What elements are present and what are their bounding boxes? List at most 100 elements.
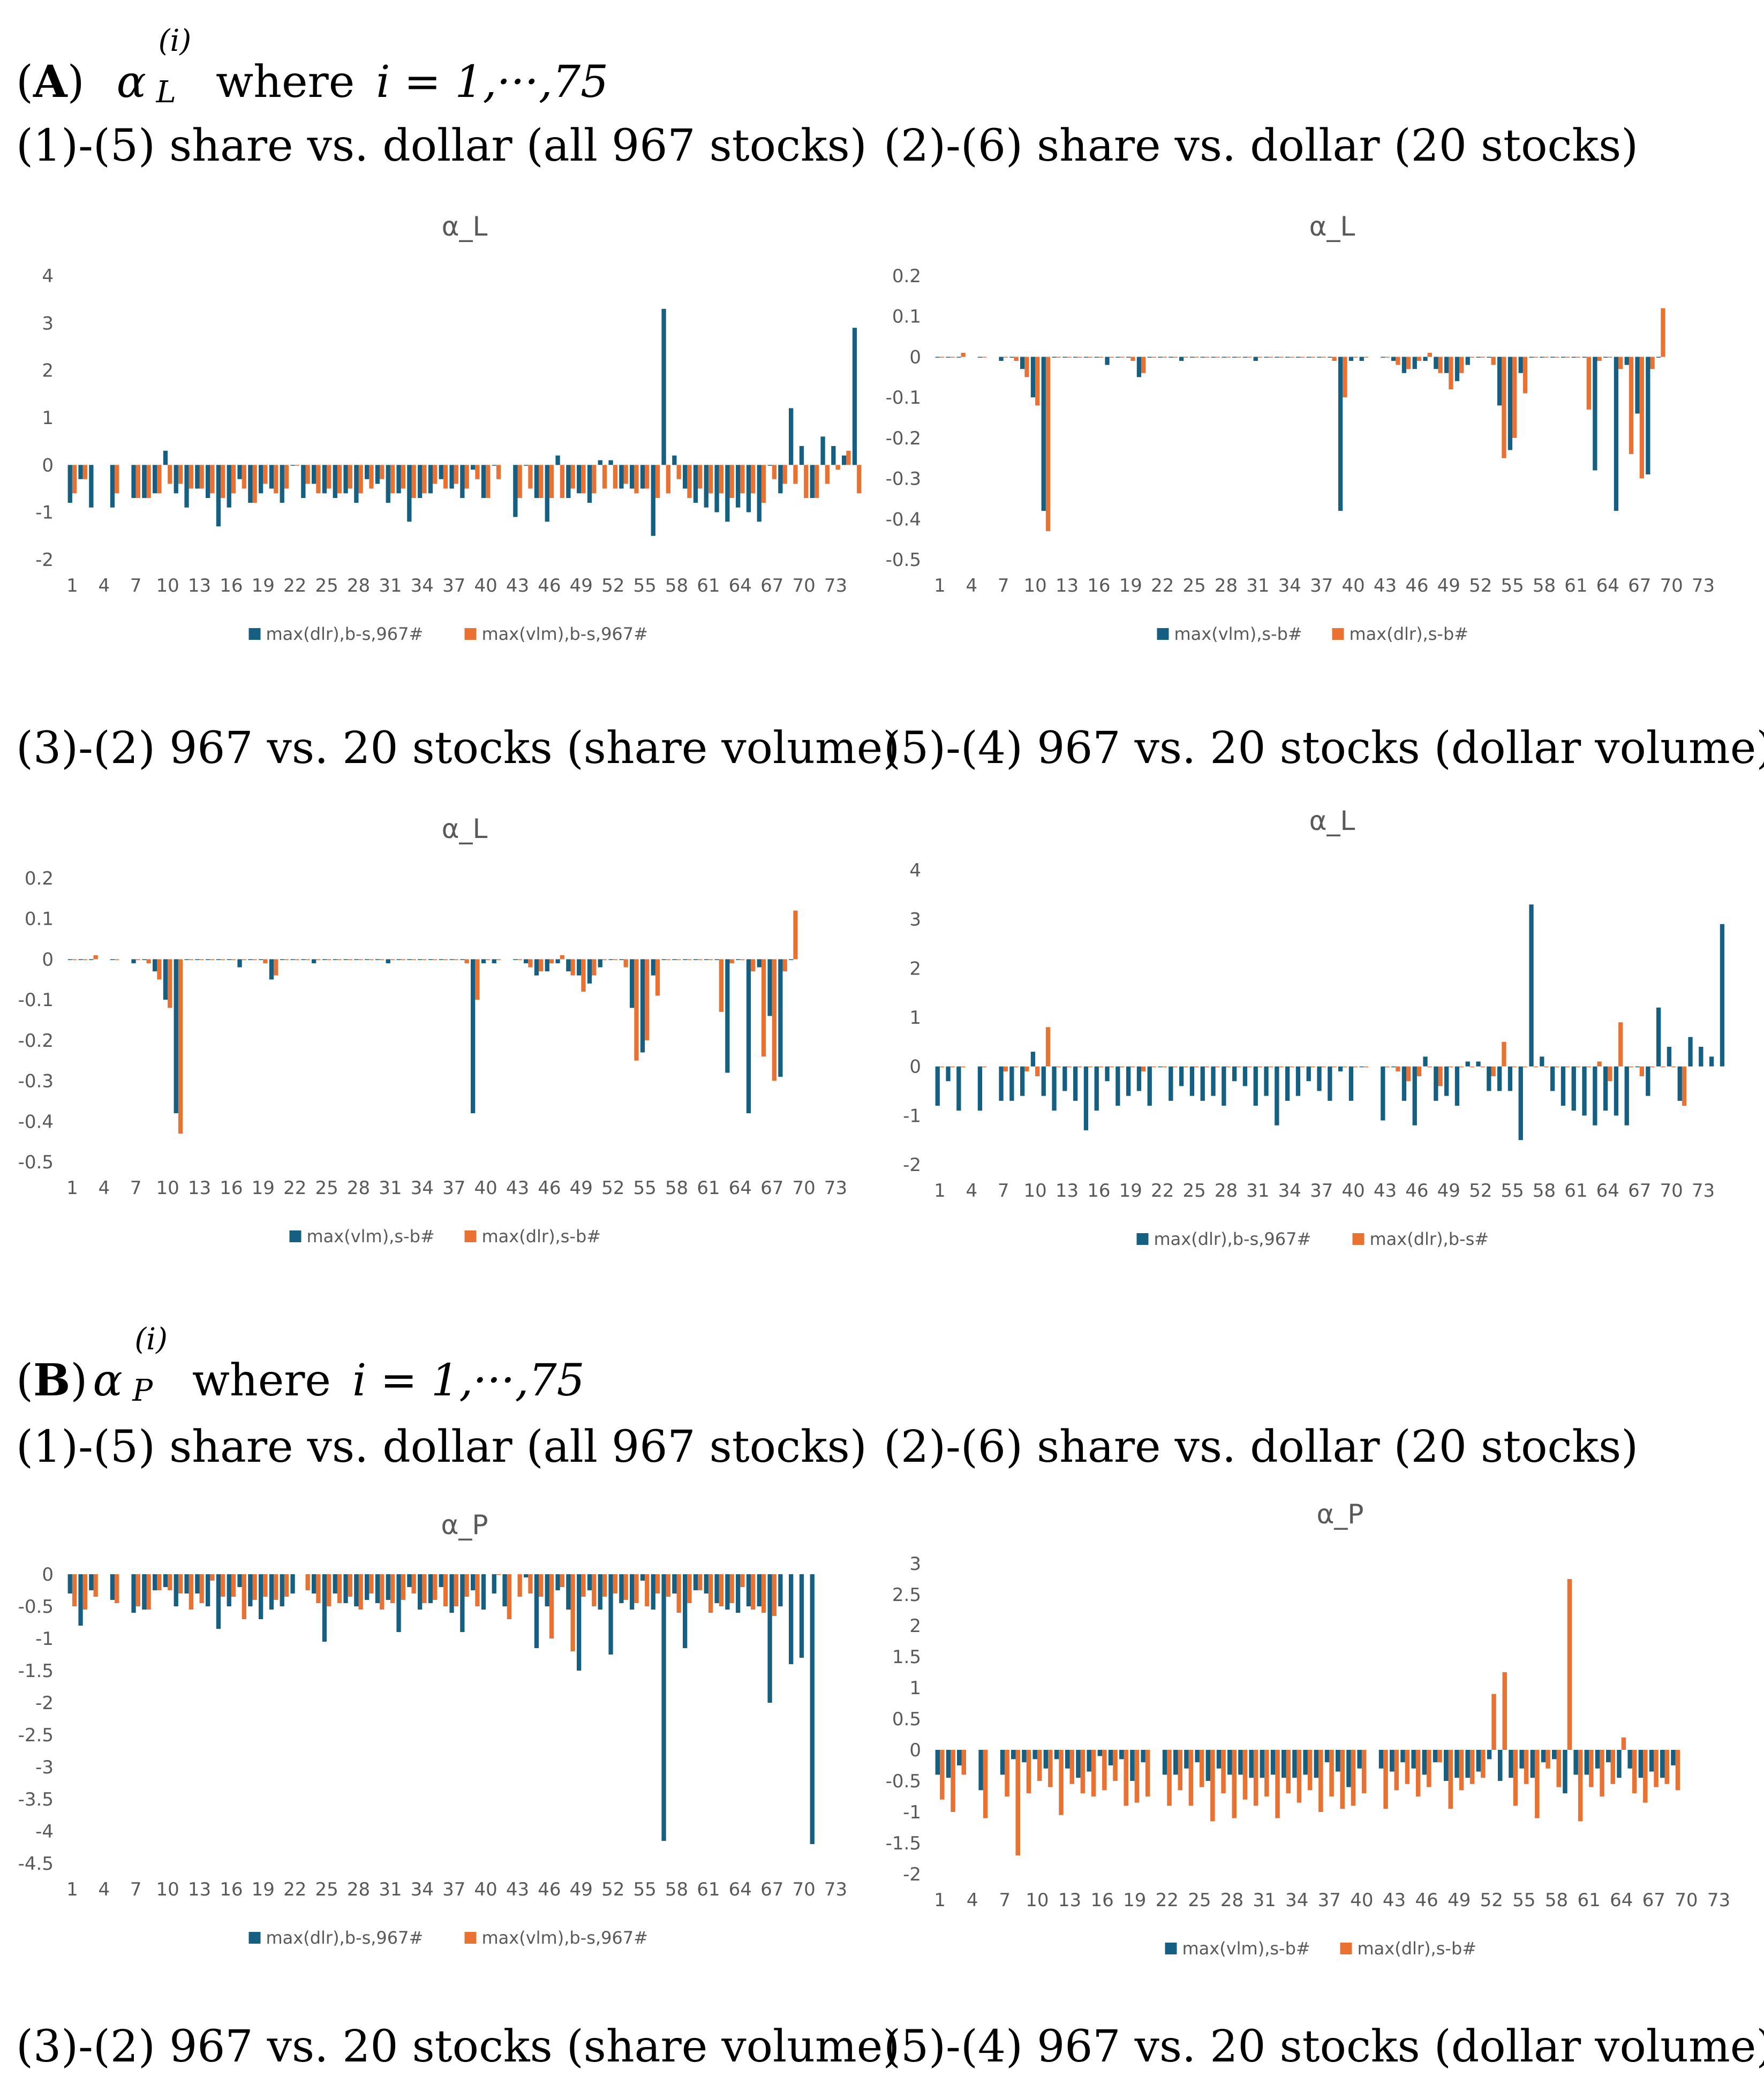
x-tick-label: 70 xyxy=(1660,575,1683,596)
bar-series-1 xyxy=(1507,1066,1513,1091)
bar-series-1 xyxy=(131,1574,136,1613)
bar-series-2 xyxy=(1544,357,1549,358)
bar-series-1 xyxy=(946,1066,951,1082)
bar-series-1 xyxy=(1584,1750,1589,1775)
bar-series-1 xyxy=(1119,1750,1124,1759)
bar-series-1 xyxy=(153,1574,157,1590)
bar-series-2 xyxy=(687,465,692,499)
bar-series-2 xyxy=(316,1574,321,1603)
bar-series-1 xyxy=(375,959,380,960)
x-tick-label: 70 xyxy=(1660,1180,1683,1202)
y-tick-label: 0.2 xyxy=(892,266,921,287)
x-tick-label: 67 xyxy=(1642,1890,1665,1911)
bar-series-1 xyxy=(1627,1750,1632,1769)
bar-series-2 xyxy=(751,1574,756,1610)
bar-series-2 xyxy=(645,465,650,489)
bar-series-1 xyxy=(545,1574,549,1606)
bar-series-1 xyxy=(195,1574,200,1593)
bar-series-1 xyxy=(163,450,168,465)
bar-series-1 xyxy=(1709,1056,1714,1067)
bar-series-2 xyxy=(305,465,310,484)
x-tick-label: 7 xyxy=(130,1879,142,1900)
x-tick-label: 64 xyxy=(729,1177,752,1199)
bar-series-1 xyxy=(407,1574,412,1587)
bar-series-1 xyxy=(1571,357,1576,358)
bar-series-1 xyxy=(1638,1750,1644,1778)
bar-series-2 xyxy=(443,465,448,489)
bar-series-1 xyxy=(1264,357,1269,358)
bar-series-1 xyxy=(1253,1066,1258,1106)
bar-series-1 xyxy=(810,465,815,499)
bar-series-1 xyxy=(1667,1047,1672,1067)
bar-series-2 xyxy=(1629,357,1634,455)
bar-series-1 xyxy=(778,1574,783,1606)
bar-series-2 xyxy=(592,959,597,976)
bar-series-1 xyxy=(1606,1750,1611,1763)
x-tick-label: 22 xyxy=(1151,575,1174,596)
bar-series-2 xyxy=(1242,1750,1248,1800)
bar-series-1 xyxy=(1083,1066,1089,1130)
bar-series-2 xyxy=(1215,1066,1220,1068)
x-tick-label: 4 xyxy=(966,575,977,596)
bar-series-1 xyxy=(1062,357,1067,358)
bar-series-2 xyxy=(698,465,703,489)
legend-label: max(dlr),s-b# xyxy=(1350,624,1469,644)
bar-series-2 xyxy=(1385,1066,1390,1068)
bar-series-1 xyxy=(1115,1066,1120,1106)
bar-series-1 xyxy=(206,465,210,499)
bar-series-2 xyxy=(1015,1750,1020,1856)
x-tick-label: 19 xyxy=(1119,1180,1142,1202)
bar-series-1 xyxy=(110,1574,115,1600)
bar-series-2 xyxy=(168,959,172,1008)
bar-series-1 xyxy=(566,465,571,499)
bar-series-2 xyxy=(274,1574,278,1600)
bar-series-1 xyxy=(396,1574,401,1632)
bar-series-2 xyxy=(1232,1750,1237,1818)
alpha-p-symbol: α (i) P xyxy=(93,1322,168,1408)
bar-series-1 xyxy=(1275,357,1279,358)
bar-series-1 xyxy=(957,1750,962,1765)
bar-series-1 xyxy=(555,455,560,465)
x-tick-label: 10 xyxy=(1023,1180,1046,1202)
bar-series-1 xyxy=(778,959,783,1077)
bar-series-1 xyxy=(375,1574,380,1603)
x-tick-label: 43 xyxy=(506,575,529,596)
bar-series-2 xyxy=(814,465,819,499)
bar-series-2 xyxy=(1194,1066,1199,1068)
bar-series-1 xyxy=(513,465,518,517)
bar-series-1 xyxy=(1617,1750,1622,1778)
x-tick-label: 52 xyxy=(601,1177,624,1199)
bar-series-2 xyxy=(1035,1066,1040,1076)
bar-series-2 xyxy=(1173,1066,1178,1068)
bar-series-2 xyxy=(464,1574,469,1597)
bar-series-1 xyxy=(449,959,454,960)
bar-series-1 xyxy=(598,959,602,968)
bar-series-2 xyxy=(1512,357,1517,438)
bar-series-1 xyxy=(1030,357,1036,398)
bar-series-1 xyxy=(651,465,655,536)
bar-series-1 xyxy=(1306,1066,1311,1082)
x-tick-label: 13 xyxy=(1058,1890,1081,1911)
bar-series-1 xyxy=(524,959,529,963)
bar-series-1 xyxy=(714,1574,719,1603)
bar-series-2 xyxy=(761,1574,766,1613)
bar-series-2 xyxy=(1045,357,1051,531)
legend-swatch xyxy=(464,1932,477,1944)
bar-series-1 xyxy=(428,465,433,494)
bar-series-2 xyxy=(982,1066,987,1068)
x-tick-label: 13 xyxy=(188,575,211,596)
legend-label: max(dlr),b-s# xyxy=(1370,1229,1489,1249)
bar-series-1 xyxy=(290,1574,295,1593)
bar-series-1 xyxy=(67,959,72,960)
y-tick-label: 2 xyxy=(42,360,54,382)
y-tick-label: -1 xyxy=(903,1105,921,1127)
bar-series-1 xyxy=(131,959,136,963)
bar-series-1 xyxy=(1285,1066,1290,1101)
bar-series-1 xyxy=(1624,357,1629,365)
chart-title: α_L xyxy=(442,813,488,844)
bar-series-1 xyxy=(1338,357,1343,511)
y-tick-label: 2.5 xyxy=(892,1584,921,1606)
x-tick-label: 46 xyxy=(538,575,561,596)
bar-series-1 xyxy=(1189,1066,1195,1096)
bar-series-2 xyxy=(1253,1750,1258,1806)
